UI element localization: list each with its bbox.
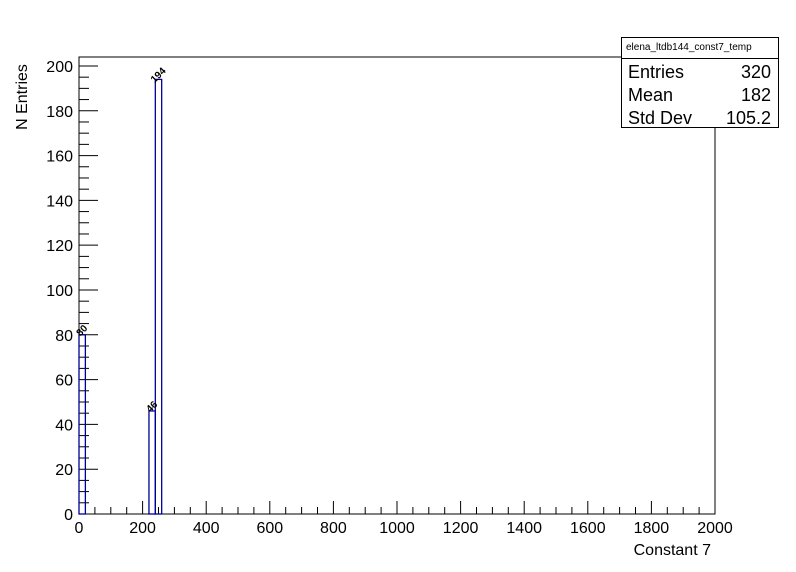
histogram-bin	[154, 78, 163, 515]
y-tick-label: 60	[55, 373, 73, 390]
x-axis-title: Constant 7	[634, 542, 711, 559]
x-tick-label: 600	[256, 520, 283, 537]
stats-row-stddev: Std Dev 105.2	[628, 107, 771, 130]
x-tick-label: 1600	[570, 520, 606, 537]
y-tick-label: 100	[46, 283, 73, 300]
y-tick-label: 140	[46, 193, 73, 210]
x-tick-label: 1000	[379, 520, 415, 537]
x-tick-label: 2000	[697, 520, 733, 537]
x-tick-label: 200	[129, 520, 156, 537]
x-tick-label: 1800	[634, 520, 670, 537]
x-tick-label: 1400	[506, 520, 542, 537]
stats-key: Std Dev	[628, 108, 693, 128]
bin-value-label: 80	[75, 323, 91, 339]
y-tick-label: 20	[55, 462, 73, 479]
y-axis-title: N Entries	[14, 64, 31, 130]
plot-frame	[78, 56, 716, 515]
histogram-bin	[78, 334, 87, 515]
stats-key: Entries	[628, 62, 685, 82]
x-tick-label: 0	[75, 520, 84, 537]
x-tick-label: 1200	[443, 520, 479, 537]
y-tick-label: 200	[46, 59, 73, 76]
stats-value: 182	[740, 85, 771, 105]
stats-value: 105.2	[725, 108, 771, 128]
stats-row-mean: Mean 182	[628, 84, 771, 107]
x-tick-label: 800	[320, 520, 347, 537]
stats-value: 320	[740, 62, 771, 82]
bin-value-label: 46	[145, 399, 161, 415]
stats-row-entries: Entries 320	[628, 61, 771, 84]
stats-title: elena_ltdb144_const7_temp	[622, 38, 778, 59]
bin-value-label: 194	[149, 66, 169, 86]
y-tick-label: 180	[46, 104, 73, 121]
x-tick-label: 400	[193, 520, 220, 537]
histogram-bin	[148, 410, 156, 515]
stats-box: elena_ltdb144_const7_temp Entries 320 Me…	[621, 37, 779, 128]
y-tick-label: 0	[64, 507, 73, 524]
stats-key: Mean	[628, 85, 674, 105]
y-tick-label: 40	[55, 417, 73, 434]
y-tick-label: 160	[46, 149, 73, 166]
y-tick-label: 80	[55, 328, 73, 345]
y-tick-label: 120	[46, 238, 73, 255]
